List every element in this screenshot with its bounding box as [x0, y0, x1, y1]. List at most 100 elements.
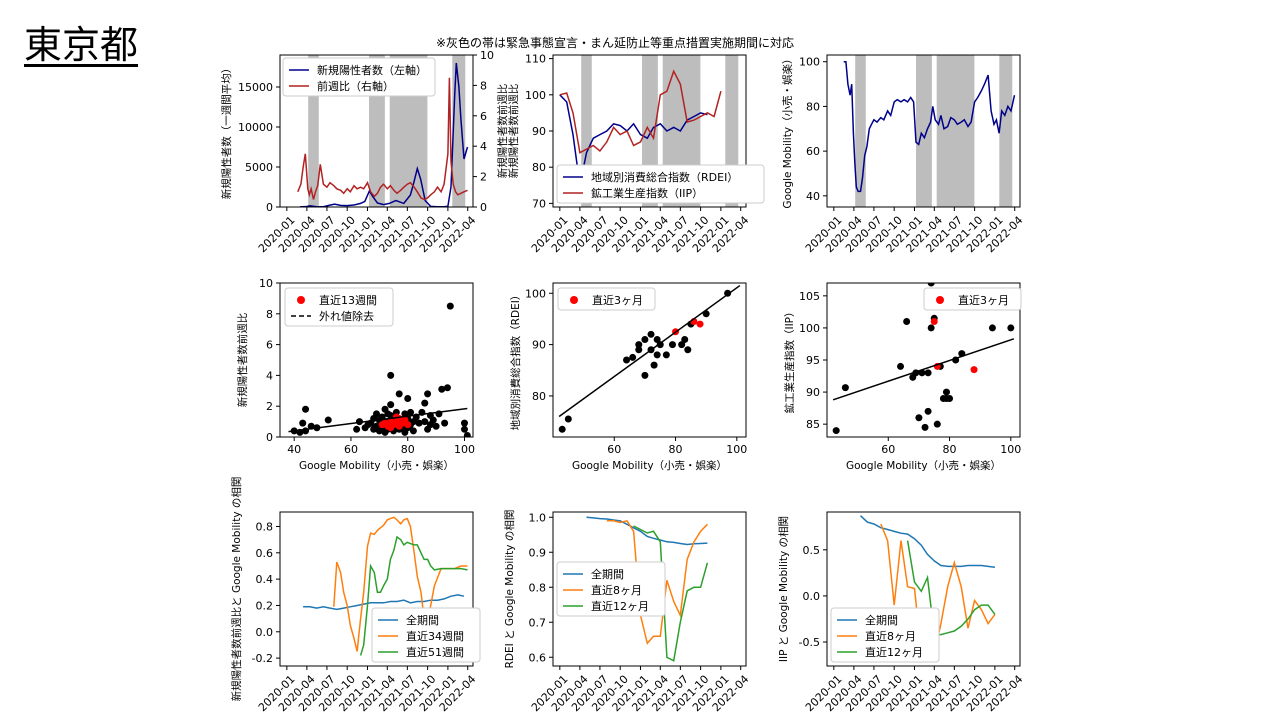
y-axis-label: 新規陽性者数前週比 [496, 84, 509, 179]
x-tick-label: 80 [401, 443, 415, 456]
legend-marker [936, 296, 944, 304]
chart-mobility: 4060801002020-012020-042020-072020-10202… [781, 53, 1025, 255]
y-tick-label: 70 [532, 197, 546, 210]
y-tick-label: 2 [266, 400, 273, 413]
series-line-0 [843, 60, 1016, 193]
y-tick-label: 110 [525, 53, 546, 66]
y-tick-label: 100 [799, 56, 820, 69]
plot-area [558, 284, 741, 433]
scatter-point [558, 425, 566, 433]
scatter-point [463, 431, 471, 437]
restriction-band [308, 55, 319, 207]
y-axis-label: IIP と Google Mobility の相関 [777, 516, 790, 662]
legend-box [371, 607, 481, 663]
restriction-band [916, 55, 932, 207]
y-tick-label: 80 [806, 100, 820, 113]
x-tick-label: 100 [454, 443, 475, 456]
scatter-point [653, 335, 661, 343]
y-tick-label: 90 [806, 386, 820, 399]
y-tick-label: 2 [480, 171, 487, 184]
y-tick-label: 8 [266, 308, 273, 321]
scatter-point [647, 330, 655, 338]
restriction-band [999, 55, 1013, 207]
y-tick-label: 100 [799, 322, 820, 335]
legend-label: 鉱工業生産指数（IIP） [591, 186, 703, 200]
series-line-1 [559, 69, 722, 154]
chart-infections: 05000100001500002468102020-012020-042020… [220, 49, 509, 255]
scatter-point [684, 346, 692, 354]
scatter-point [635, 341, 643, 349]
series-line-0 [859, 515, 995, 569]
y-tick-label: 0.8 [256, 520, 274, 533]
restriction-band [452, 55, 466, 207]
y-tick-label: 85 [806, 418, 820, 431]
y-tick-label: 8 [480, 79, 487, 92]
y-tick-label: 0.9 [529, 546, 547, 559]
scatter-point [635, 346, 643, 354]
scatter-point-recent [387, 424, 395, 432]
legend-box [923, 287, 1022, 311]
mobility-frame [826, 54, 1021, 208]
y-tick-label: 10000 [238, 121, 273, 134]
fit-line [288, 407, 468, 433]
legend-marker [297, 296, 305, 304]
corr-rdei-frame [552, 511, 747, 667]
y-axis-label: 鉱工業生産指数（IIP） [783, 306, 796, 413]
infections-frame [279, 54, 474, 208]
scatter-point [927, 324, 935, 332]
chart-scatter-iip: 85 90 95 100 105 60 80 100 Google Mobility（小売・娯楽… [783, 282, 1022, 472]
series-line-1 [297, 77, 468, 201]
x-tick-label: 100 [726, 443, 747, 456]
y-tick-label: 0.8 [529, 581, 547, 594]
y-tick-label: 0 [480, 201, 487, 214]
scatter-point [443, 384, 451, 392]
y-tick-label: 1.0 [529, 511, 547, 524]
y-tick-label: 0 [266, 431, 273, 444]
scatter-point [429, 416, 437, 424]
scatter-point [441, 419, 449, 427]
scatter-point [927, 283, 935, 287]
series-line-2 [906, 540, 996, 636]
series-line-1 [606, 519, 708, 645]
fit-line [832, 338, 1015, 401]
scatter-point [629, 353, 637, 361]
y-tick-label: 10 [259, 277, 273, 290]
y-tick-label: 6 [266, 339, 273, 352]
x-tick-label: 60 [344, 443, 358, 456]
legend-label: 全期間 [591, 567, 624, 581]
scatter-point-recent [404, 421, 412, 429]
scatter-point-recent [696, 320, 704, 328]
scatter-point [1007, 324, 1015, 332]
scatter-point [921, 423, 929, 431]
legend-label: 外れ値除去 [319, 309, 374, 323]
legend-box [284, 287, 394, 327]
y-tick-label: 100 [525, 287, 546, 300]
scatter-point [946, 395, 954, 402]
y-axis-label: 新規陽性者数（一週間平均） [220, 63, 233, 200]
y-tick-label: 0 [266, 201, 273, 214]
y-tick-label: 0.0 [256, 626, 274, 639]
legend-label: 直近8ヶ月 [865, 629, 916, 643]
plot-area [586, 516, 709, 662]
y-axis-label: 地域別消費総合指数（RDEI） [509, 290, 522, 431]
scatter-point [460, 425, 468, 433]
legend-label: 直近3ヶ月 [592, 293, 643, 307]
scatter-point [681, 335, 689, 343]
scatter-point [653, 351, 661, 359]
scatter-point [446, 302, 454, 310]
scatter-point [933, 420, 941, 428]
series-line-2 [359, 535, 468, 656]
scatter-point [832, 427, 840, 435]
scatter-point [353, 425, 361, 433]
scatter-point [424, 390, 432, 398]
scatter-point [650, 361, 658, 369]
slide-title: 東京都 [24, 23, 139, 67]
scatter-point [299, 419, 307, 427]
y-axis-label: 新規陽性者数前週比 [507, 84, 520, 179]
scatter-point [421, 399, 429, 407]
legend-label: 直近13週間 [319, 293, 377, 307]
scatter-point [387, 371, 395, 379]
scatter-point [942, 388, 950, 396]
plot-area [832, 283, 1015, 435]
y-tick-label: 0.4 [256, 573, 274, 586]
